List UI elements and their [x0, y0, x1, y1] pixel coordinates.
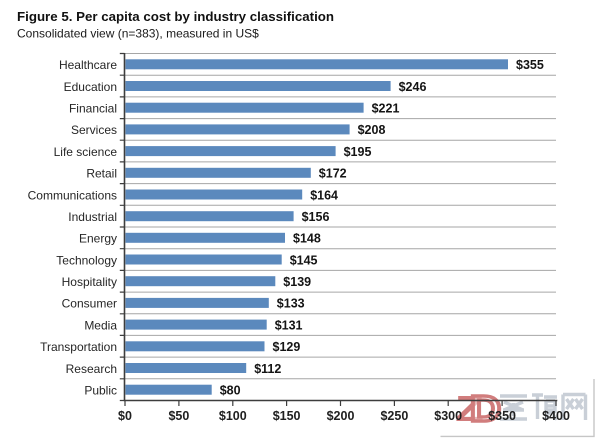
- svg-text:$50: $50: [168, 409, 189, 423]
- svg-text:Energy: Energy: [79, 232, 117, 246]
- svg-text:Consolidated view (n=383), mea: Consolidated view (n=383), measured in U…: [17, 27, 259, 41]
- svg-text:Services: Services: [71, 123, 117, 137]
- svg-text:Hospitality: Hospitality: [62, 275, 117, 289]
- svg-text:$148: $148: [293, 232, 321, 246]
- svg-text:$355: $355: [516, 58, 544, 72]
- svg-text:Transportation: Transportation: [40, 340, 117, 354]
- svg-text:$400: $400: [542, 409, 570, 423]
- svg-text:$131: $131: [275, 318, 303, 332]
- svg-text:Life science: Life science: [54, 145, 118, 159]
- svg-text:$133: $133: [277, 297, 305, 311]
- svg-text:$195: $195: [344, 145, 372, 159]
- svg-text:Public: Public: [84, 384, 117, 398]
- svg-text:D: D: [470, 388, 501, 429]
- svg-text:$200: $200: [327, 409, 355, 423]
- svg-text:$250: $250: [380, 409, 408, 423]
- svg-text:$208: $208: [358, 123, 386, 137]
- svg-text:$172: $172: [319, 167, 347, 181]
- svg-text:Communications: Communications: [28, 188, 117, 202]
- svg-text:$150: $150: [273, 409, 301, 423]
- svg-text:$350: $350: [488, 409, 516, 423]
- svg-text:Industrial: Industrial: [68, 210, 117, 224]
- svg-text:Z: Z: [455, 388, 484, 429]
- svg-text:$0: $0: [118, 409, 132, 423]
- svg-text:$156: $156: [302, 210, 330, 224]
- svg-text:Media: Media: [84, 318, 117, 332]
- svg-text:$300: $300: [434, 409, 462, 423]
- svg-text:$129: $129: [273, 340, 301, 354]
- svg-text:Research: Research: [66, 362, 117, 376]
- svg-text:$164: $164: [310, 188, 338, 202]
- svg-text:Healthcare: Healthcare: [59, 58, 117, 72]
- svg-text:$246: $246: [399, 80, 427, 94]
- svg-text:$112: $112: [254, 362, 281, 376]
- svg-text:Technology: Technology: [56, 253, 117, 267]
- svg-text:$145: $145: [290, 253, 318, 267]
- svg-text:Consumer: Consumer: [62, 297, 117, 311]
- svg-text:$221: $221: [372, 102, 400, 116]
- svg-text:Retail: Retail: [86, 167, 117, 181]
- svg-text:$100: $100: [219, 409, 247, 423]
- svg-text:Figure 5. Per capita cost by i: Figure 5. Per capita cost by industry cl…: [17, 9, 334, 24]
- svg-text:Financial: Financial: [69, 102, 117, 116]
- svg-text:Education: Education: [64, 80, 117, 94]
- svg-text:$139: $139: [283, 275, 311, 289]
- svg-text:$80: $80: [220, 384, 241, 398]
